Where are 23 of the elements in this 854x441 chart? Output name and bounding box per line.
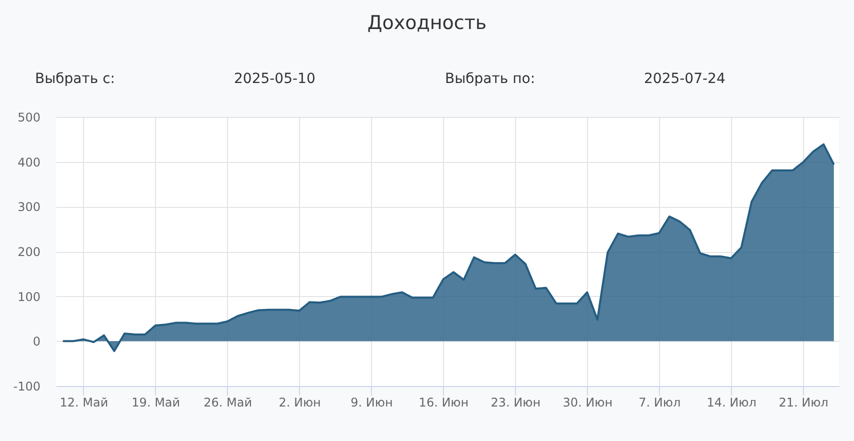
chart-title: Доходность (367, 12, 487, 34)
x-tick-label: 14. Июл (706, 396, 756, 410)
x-tick-label: 30. Июн (562, 396, 613, 410)
x-tick-label: 16. Июн (418, 396, 469, 410)
text: Выбрать с: (35, 71, 116, 87)
x-tick-label: 19. Май (132, 396, 180, 410)
text: 2025-07-24 (644, 71, 726, 87)
x-tick-label: 12. Май (60, 396, 108, 410)
x-tick-label: 7. Июл (638, 396, 681, 410)
y-tick-label: 300 (18, 200, 40, 214)
x-tick-label: 21. Июл (778, 396, 828, 410)
y-tick-label: 100 (18, 290, 40, 304)
y-tick-label: 200 (18, 245, 40, 259)
y-tick-label: 0 (32, 334, 40, 349)
y-tick-label: -100 (13, 380, 40, 394)
text: 2025-05-10 (234, 71, 316, 87)
x-tick-label: 9. Июн (350, 396, 393, 410)
x-tick-label: 23. Июн (490, 396, 541, 410)
y-tick-label: 400 (18, 155, 40, 170)
text: Выбрать по: (445, 71, 536, 87)
x-tick-label: 2. Июн (278, 396, 321, 410)
y-tick-label: 500 (18, 110, 40, 124)
x-tick-label: 26. Май (204, 396, 252, 410)
